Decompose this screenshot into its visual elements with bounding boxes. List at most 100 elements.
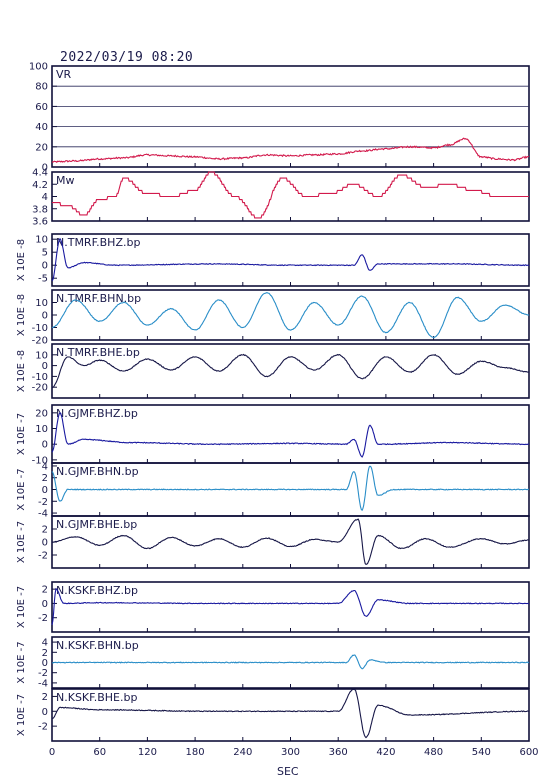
y-axis-label: X 10E -7 <box>16 694 27 736</box>
series-line-gjmf-bhz <box>51 412 530 458</box>
series-line-kskf-bhz <box>51 587 530 626</box>
x-tick-label: 0 <box>49 747 55 758</box>
y-tick-label: -4 <box>38 678 48 689</box>
y-tick-label: 5 <box>42 248 48 259</box>
series-line-tmrf-bhz <box>51 237 530 282</box>
x-tick-label: 540 <box>472 747 491 758</box>
y-tick-label: 0 <box>42 658 48 669</box>
y-tick-label: 4.2 <box>32 180 48 191</box>
y-tick-label: 80 <box>35 82 48 93</box>
y-tick-label: 2 <box>42 585 48 596</box>
x-tick-label: 240 <box>233 747 252 758</box>
series-line-kskf-bhe <box>51 688 530 739</box>
y-tick-label: 100 <box>29 62 48 73</box>
panel-title: N.TMRF.BHN.bp <box>56 292 141 305</box>
y-axis-label: X 10E -7 <box>16 586 27 628</box>
panel-frame <box>51 65 530 168</box>
y-tick-label: 10 <box>35 235 48 246</box>
y-tick-label: 2 <box>42 525 48 536</box>
x-tick-label: 360 <box>329 747 348 758</box>
y-tick-label: -10 <box>32 455 48 466</box>
y-tick-label: -20 <box>32 383 48 394</box>
y-tick-label: 0 <box>42 440 48 451</box>
panel-kskf-bhz: -2 0 2 N.KSKF.BHZ.bp X 10E -7 <box>16 581 530 633</box>
y-tick-label: -20 <box>32 336 48 347</box>
series-line-tmrf-bhn <box>51 292 530 339</box>
y-tick-label: -2 <box>38 497 48 508</box>
panel-title: N.KSKF.BHZ.bp <box>56 584 138 597</box>
series-line-mw <box>52 171 529 219</box>
y-tick-label: -5 <box>38 274 48 285</box>
panel-title: N.GJMF.BHZ.bp <box>56 407 138 420</box>
x-tick-label: 300 <box>281 747 300 758</box>
y-tick-label: 10 <box>35 350 48 361</box>
panel-title: N.KSKF.BHE.bp <box>56 691 137 704</box>
y-tick-label: 20 <box>35 408 48 419</box>
y-tick-label: 0 <box>42 599 48 610</box>
panel-title: N.GJMF.BHE.bp <box>56 518 137 531</box>
y-tick-label: 4 <box>42 461 48 472</box>
y-tick-label: 2 <box>42 473 48 484</box>
y-tick-label: 4 <box>42 638 48 649</box>
series-line-gjmf-bhn <box>51 465 530 512</box>
y-tick-label: 0 <box>42 538 48 549</box>
y-axis-label: X 10E -7 <box>16 641 27 683</box>
y-tick-label: 60 <box>35 102 48 113</box>
y-tick-label: 3.8 <box>32 204 48 215</box>
y-axis-label: X 10E -8 <box>16 239 27 281</box>
y-tick-label: 0 <box>42 485 48 496</box>
y-tick-label: 0 <box>42 163 48 174</box>
y-tick-label: -10 <box>32 372 48 383</box>
panel-title: N.KSKF.BHN.bp <box>56 639 139 652</box>
y-tick-label: -2 <box>38 551 48 562</box>
datetime-title: 2022/03/19 08:20 <box>60 50 194 65</box>
y-tick-label: -2 <box>38 722 48 733</box>
y-tick-label: 0 <box>42 707 48 718</box>
y-tick-label: 10 <box>35 424 48 435</box>
y-axis-label: X 10E -8 <box>16 294 27 336</box>
x-tick-label: 420 <box>376 747 395 758</box>
panel-title: N.TMRF.BHE.bp <box>56 346 140 359</box>
y-tick-label: 2 <box>42 648 48 659</box>
x-tick-label: 180 <box>186 747 205 758</box>
panel-gjmf-bhz: -10 0 10 20 N.GJMF.BHZ.bp X 10E -7 <box>16 404 530 466</box>
panel-title: N.TMRF.BHZ.bp <box>56 236 140 249</box>
x-tick-label: 60 <box>93 747 106 758</box>
series-line-tmrf-bhe <box>51 353 530 389</box>
y-tick-label: 0 <box>42 261 48 272</box>
series-line-gjmf-bhe <box>51 518 530 566</box>
series-line-vr <box>51 137 530 164</box>
panel-frame <box>51 171 530 222</box>
panel-mw: 3.6 3.844.24.4 Mw <box>32 168 530 228</box>
y-axis-label: X 10E -7 <box>16 413 27 455</box>
x-axis-label: SEC <box>277 765 299 778</box>
y-tick-label: 2 <box>42 692 48 703</box>
y-tick-label: -2 <box>38 613 48 624</box>
panel-tmrf-bhn: -20 -100 10 N.TMRF.BHN.bp X 10E -8 <box>16 289 530 347</box>
panel-vr: 0 20 40 60 80 100 VR <box>29 62 530 174</box>
panel-title: N.GJMF.BHN.bp <box>56 465 139 478</box>
panel-title: Mw <box>56 174 75 187</box>
series-line-kskf-bhn <box>51 654 530 670</box>
y-tick-label: 20 <box>35 142 48 153</box>
x-tick-label: 480 <box>424 747 443 758</box>
y-tick-label: -10 <box>32 323 48 334</box>
panel-kskf-bhe: -2 0 2 N.KSKF.BHE.bp X 10E -7 <box>16 688 530 742</box>
x-tick-label: 120 <box>138 747 157 758</box>
y-axis-label: X 10E -7 <box>16 521 27 563</box>
panel-tmrf-bhz: -5 0 5 10 N.TMRF.BHZ.bp X 10E -8 <box>16 233 530 287</box>
x-tick-label: 600 <box>519 747 538 758</box>
y-tick-label: 3.6 <box>32 217 48 228</box>
y-tick-label: 4.4 <box>32 168 48 179</box>
y-axis-label: X 10E -7 <box>16 468 27 510</box>
y-tick-label: 0 <box>42 361 48 372</box>
y-tick-label: -4 <box>38 509 48 520</box>
y-tick-label: 10 <box>35 298 48 309</box>
y-tick-label: -2 <box>38 668 48 679</box>
y-tick-label: 40 <box>35 122 48 133</box>
y-axis-label: X 10E -8 <box>16 350 27 392</box>
